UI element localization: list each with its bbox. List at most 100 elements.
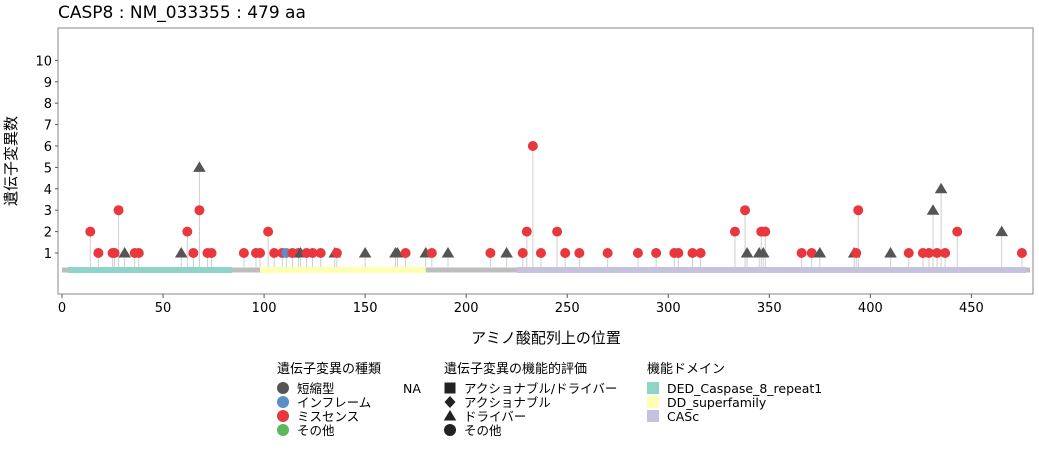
- mutation-marker-circle: [1016, 248, 1027, 258]
- mutation-marker-triangle: [934, 182, 948, 194]
- legend-square-icon: [444, 382, 456, 394]
- mutation-marker-triangle: [926, 204, 940, 215]
- mutation-marker-circle: [188, 248, 199, 258]
- legend-domain-label: DD_superfamily: [667, 395, 767, 410]
- mutation-marker-circle: [194, 205, 205, 216]
- mutation-marker-circle: [853, 205, 864, 216]
- mutation-marker-circle: [315, 248, 326, 258]
- legend-type-swatch: [277, 382, 289, 394]
- mutation-marker-circle: [903, 248, 914, 258]
- chart-title: CASP8 : NM_033355 : 479 aa: [58, 3, 306, 23]
- mutation-marker-circle: [133, 248, 144, 258]
- domain-dd-superfamily: [260, 267, 426, 273]
- mutation-marker-circle: [485, 248, 496, 258]
- mutation-marker-circle: [206, 248, 217, 258]
- mutation-marker-triangle: [995, 225, 1009, 237]
- y-tick-label: 4: [44, 183, 52, 198]
- mutation-marker-circle: [400, 248, 411, 258]
- protein-backbone-layer: [62, 267, 1030, 273]
- mutation-marker-circle: [695, 248, 706, 258]
- mutation-marker-triangle: [391, 247, 404, 258]
- mutation-marker-circle: [255, 248, 266, 258]
- legend-func-label: その他: [464, 423, 502, 438]
- mutation-marker-triangle: [193, 161, 206, 172]
- mutation-marker-triangle: [441, 247, 455, 258]
- legend-type-label: インフレーム: [297, 395, 371, 410]
- legend-type-swatch: [277, 424, 289, 436]
- mutation-marker-circle: [932, 248, 943, 258]
- mutation-marker-circle: [527, 141, 538, 151]
- legend-domain-swatch: [647, 410, 659, 422]
- x-axis-label: アミノ酸配列上の位置: [471, 329, 621, 347]
- legend-type-swatch: [277, 396, 289, 408]
- plot-panel: [57, 27, 1034, 295]
- mutation-marker-circle: [182, 226, 193, 237]
- mutation-marker-circle: [760, 226, 771, 237]
- domain-casc: [516, 267, 1026, 273]
- legend-func-label: アクショナブル: [464, 395, 551, 410]
- mutation-marker-triangle: [358, 247, 372, 258]
- y-tick-label: 3: [44, 204, 52, 219]
- y-tick-label: 5: [44, 161, 52, 176]
- legend-circle-icon: [444, 424, 456, 436]
- mutation-marker-circle: [269, 248, 280, 258]
- legend-na-label: NA: [403, 381, 421, 396]
- legend-func-label: ドライバー: [464, 409, 526, 424]
- x-axis: 0 50 100 150 200 250 300 350 400 450: [58, 294, 984, 316]
- legend-type-swatch: [277, 410, 289, 422]
- mutation-marker-circle: [307, 248, 318, 258]
- mutation-marker-circle: [85, 226, 96, 237]
- mutation-marker-circle: [93, 248, 104, 258]
- domain-ded-caspase-8-repeat1: [68, 267, 232, 273]
- mutation-marker-circle: [687, 248, 698, 258]
- x-tick-label: 350: [757, 301, 782, 316]
- mutation-marker-circle: [426, 248, 437, 258]
- mutation-marker-circle: [113, 205, 124, 216]
- mutation-marker-triangle: [174, 247, 188, 258]
- legend-func-title: 遺伝子変異の機能的評価: [444, 361, 587, 377]
- lollipop-marker-layer: [85, 141, 1027, 258]
- mutation-marker-circle: [952, 226, 963, 237]
- mutation-marker-circle: [796, 248, 807, 258]
- legend-type-label: ミスセンス: [297, 409, 359, 424]
- mutation-marker-circle: [552, 226, 563, 237]
- legend-domain-title: 機能ドメイン: [647, 362, 725, 377]
- mutation-marker-circle: [740, 205, 751, 216]
- x-tick-label: 300: [656, 301, 681, 316]
- x-tick-label: 50: [155, 301, 172, 316]
- mutation-marker-triangle: [740, 247, 754, 258]
- y-tick-label: 8: [44, 97, 52, 112]
- x-tick-label: 250: [555, 301, 580, 316]
- mutation-marker-circle: [109, 248, 120, 258]
- mutation-marker-circle: [574, 248, 585, 258]
- legend-type-title: 遺伝子変異の種類: [277, 361, 381, 377]
- mutation-marker-circle: [517, 248, 528, 258]
- mutation-marker-circle: [602, 248, 613, 258]
- mutation-marker-circle: [238, 248, 249, 258]
- mutation-marker-circle: [535, 248, 546, 258]
- y-tick-label: 1: [44, 247, 52, 262]
- x-tick-label: 0: [58, 301, 66, 316]
- x-tick-label: 400: [858, 301, 883, 316]
- mutation-marker-circle: [521, 226, 532, 237]
- x-tick-label: 450: [959, 301, 984, 316]
- mutation-marker-circle: [651, 248, 662, 258]
- y-tick-label: 9: [44, 76, 52, 91]
- y-axis: 1 2 3 4 5 6 7 8 9 10: [35, 54, 58, 262]
- mutation-marker-triangle: [118, 247, 131, 258]
- mutation-marker-circle: [923, 248, 934, 258]
- x-tick-label: 150: [353, 301, 378, 316]
- mutation-marker-triangle: [756, 247, 770, 258]
- mutation-marker-circle: [940, 248, 951, 258]
- mutation-marker-circle: [263, 226, 274, 237]
- y-axis-label: 遺伝子変異数: [2, 116, 20, 206]
- mutation-marker-triangle: [813, 247, 827, 258]
- legend-domain-swatch: [647, 396, 659, 408]
- legend-diamond-icon: [444, 396, 456, 408]
- mutation-marker-circle: [673, 248, 684, 258]
- legend-type-label: 短縮型: [297, 381, 335, 396]
- legend-func-label: アクショナブル/ドライバー: [464, 381, 617, 396]
